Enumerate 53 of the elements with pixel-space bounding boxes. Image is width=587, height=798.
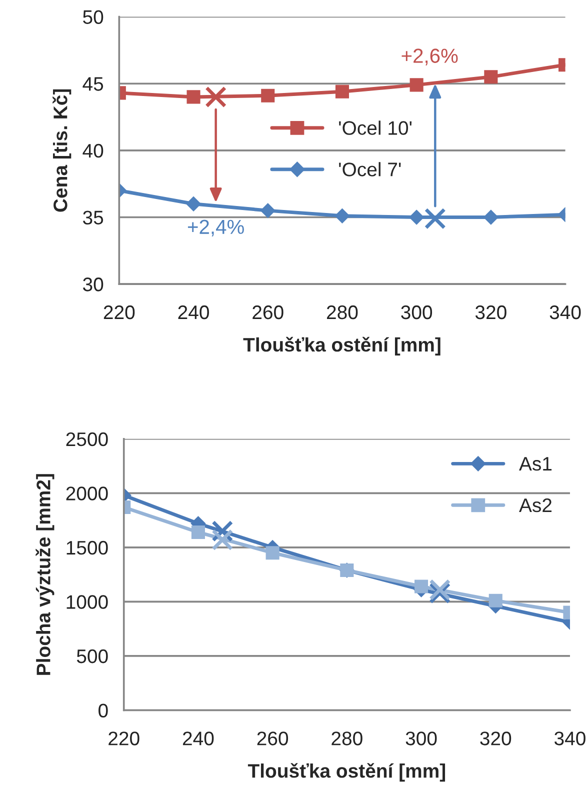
x-axis-title: Tloušťka ostění [mm] — [243, 336, 440, 356]
y-tick-label: 1000 — [66, 595, 108, 609]
y-axis-title: Cena [tis. Kč] — [52, 89, 72, 212]
annotation: +2,4% — [188, 220, 244, 236]
point — [410, 78, 424, 92]
x-axis-title: Tloušťka ostění [mm] — [248, 763, 446, 782]
x-tick-label: 320 — [475, 305, 506, 320]
y-tick-label: 0 — [98, 704, 108, 718]
point — [212, 529, 234, 551]
x-tick-label: 260 — [252, 305, 284, 320]
x-tick-label: 240 — [182, 732, 214, 746]
point — [335, 84, 349, 98]
point — [484, 70, 498, 84]
point — [414, 580, 428, 594]
y-tick-label: 1500 — [66, 540, 108, 555]
x-tick-label: 320 — [480, 732, 512, 746]
x-tick-label: 340 — [554, 732, 586, 746]
point — [261, 88, 275, 102]
x-tick-label: 260 — [257, 732, 288, 746]
x-tick-label: 240 — [178, 305, 209, 320]
y-tick-label: 45 — [82, 77, 104, 91]
y-axis-title: Plocha výztuže [mm2] — [36, 474, 54, 675]
point — [409, 210, 424, 225]
point — [424, 208, 446, 230]
x-tick-label: 340 — [550, 305, 581, 320]
x-tick-label: 300 — [401, 305, 432, 320]
point — [191, 525, 205, 540]
point — [205, 86, 227, 108]
point — [266, 546, 280, 560]
y-tick-label: 40 — [82, 144, 104, 158]
legend-label: As2 — [519, 498, 552, 512]
x-tick-label: 280 — [332, 732, 362, 746]
point — [429, 578, 451, 601]
point — [334, 208, 350, 224]
y-tick-label: 30 — [83, 278, 104, 292]
point — [484, 210, 498, 225]
y-tick-label: 50 — [83, 10, 104, 24]
y-tick-label: 35 — [83, 210, 104, 224]
legend-label: 'Ocel 7' — [339, 162, 401, 176]
legend-label: As1 — [519, 457, 552, 471]
y-tick-label: 2000 — [66, 486, 108, 500]
annotation: +2,6% — [402, 48, 458, 66]
x-tick-label: 280 — [326, 305, 358, 320]
x-tick-label: 300 — [406, 732, 437, 746]
x-tick-label: 220 — [108, 732, 140, 746]
y-tick-label: 2500 — [66, 432, 108, 446]
legend-label: 'Ocel 10' — [339, 120, 412, 135]
point — [260, 203, 276, 218]
point — [186, 196, 201, 212]
point — [186, 90, 200, 104]
x-tick-label: 220 — [104, 305, 135, 320]
y-tick-label: 500 — [76, 649, 108, 664]
point — [488, 594, 502, 608]
